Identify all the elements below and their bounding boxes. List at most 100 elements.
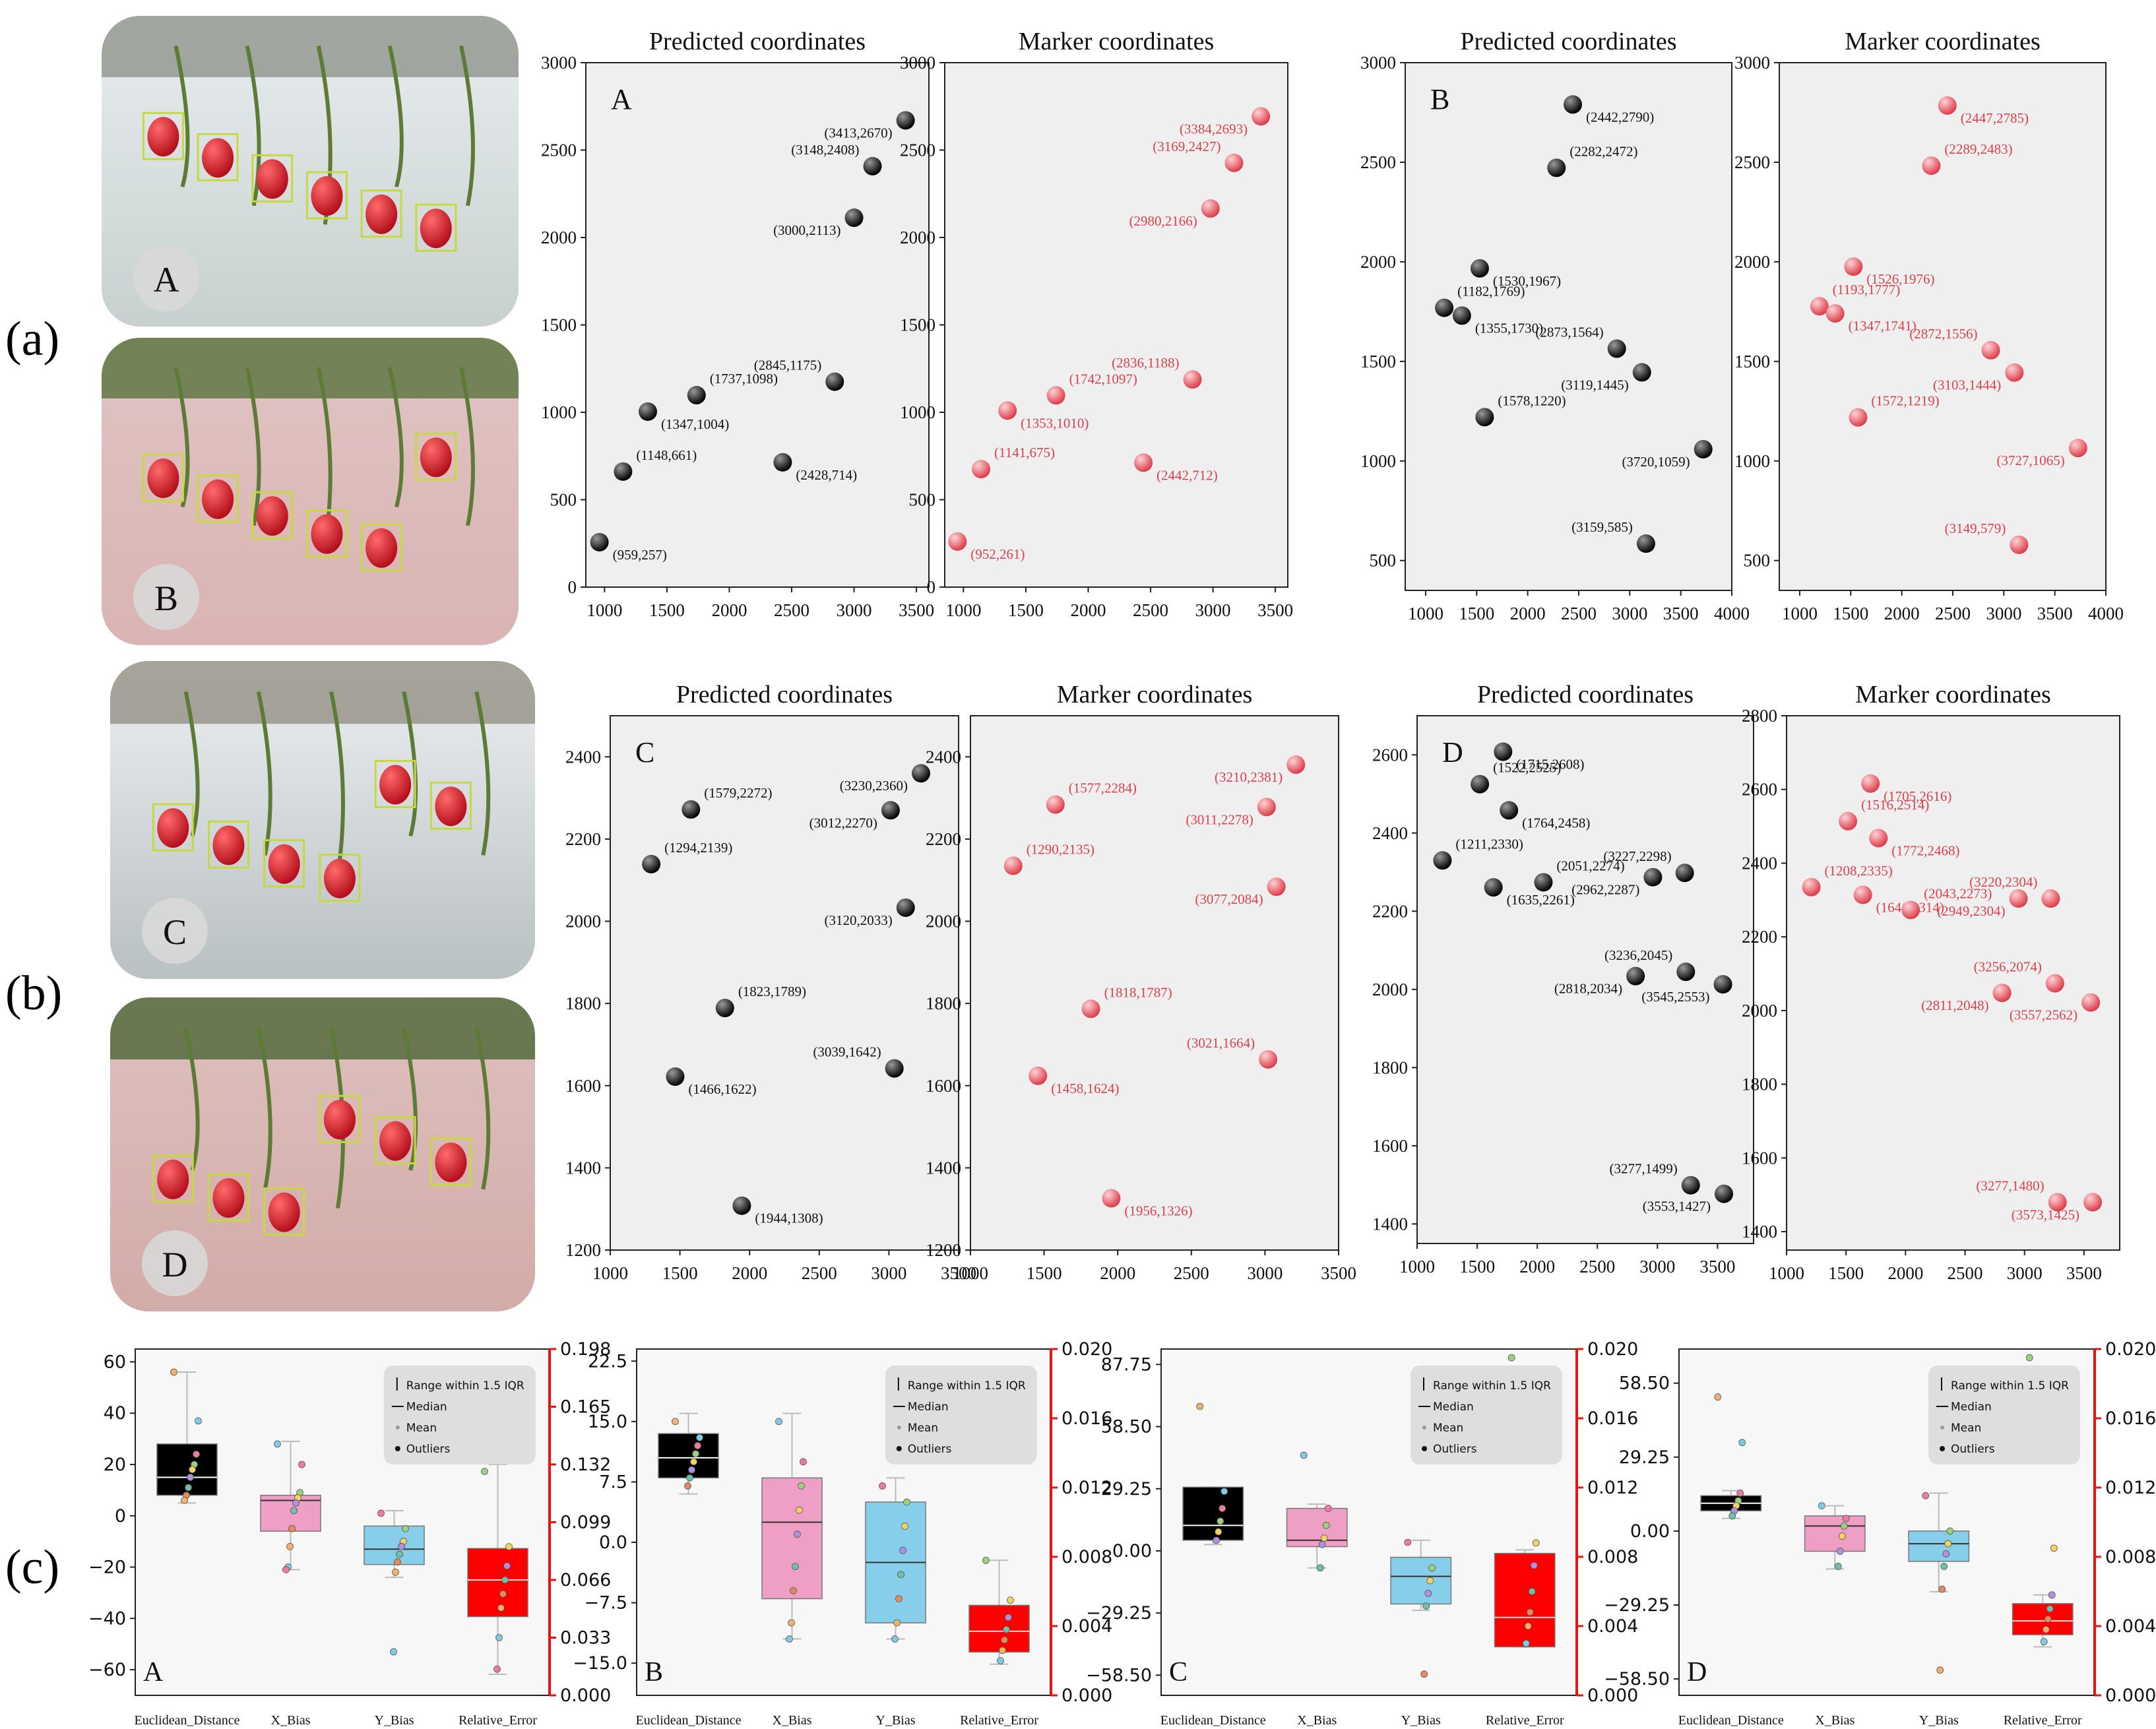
data-dot xyxy=(1940,1563,1948,1570)
y-tick-label: 1400 xyxy=(565,1158,601,1178)
box xyxy=(1390,1556,1452,1605)
data-dot xyxy=(481,1468,488,1476)
x-tick-label: 2000 xyxy=(711,600,747,620)
plot-area xyxy=(610,715,959,1251)
data-dot xyxy=(1217,1517,1224,1525)
data-point xyxy=(1435,298,1454,317)
data-dot xyxy=(1530,1561,1538,1569)
photo-c: C xyxy=(108,658,538,982)
box-chart-3: 87.75 58.50 29.25 0.00 −29.25 −58.50 0.020 0.01… xyxy=(1086,1339,1638,1728)
x-tick-label: 3500 xyxy=(2037,604,2073,623)
data-dot xyxy=(1834,1563,1842,1570)
category-label: Euclidean_Distance xyxy=(135,1713,240,1728)
box xyxy=(1182,1486,1244,1541)
data-dot xyxy=(396,1550,403,1558)
data-point xyxy=(1534,873,1553,892)
detection-box xyxy=(197,133,239,181)
left-tick-label: 0.00 xyxy=(1630,1521,1670,1542)
point-label: (3011,2278) xyxy=(1186,811,1253,827)
point-label: (3000,2113) xyxy=(773,222,840,238)
x-tick-label: 1500 xyxy=(1008,600,1044,620)
data-dot xyxy=(1213,1536,1221,1544)
point-label: (3220,2304) xyxy=(1969,874,2037,890)
category-label: Relative_Error xyxy=(2004,1713,2082,1728)
strawberry xyxy=(420,208,452,249)
data-point xyxy=(1029,1066,1048,1085)
data-dot xyxy=(1524,1622,1532,1630)
right-tick-label: 0.016 xyxy=(1062,1408,1112,1429)
data-dot xyxy=(891,1635,899,1643)
point-label: (1182,1769) xyxy=(1457,284,1525,299)
photo-b: B xyxy=(99,335,521,648)
point-label: (1526,1976) xyxy=(1866,271,1934,287)
chart-title: Predicted coordinates xyxy=(649,28,866,55)
data-point xyxy=(682,800,701,819)
legend-mean-icon xyxy=(897,1426,901,1430)
photo-badge xyxy=(133,245,199,311)
y-tick-label: 2000 xyxy=(1372,980,1408,999)
scatter-chart-4: Marker coordinates 1000 1500 2000 2500 3000 35… xyxy=(1734,28,2124,623)
point-label: (1579,2272) xyxy=(704,785,772,801)
data-dot xyxy=(1838,1532,1846,1540)
stem xyxy=(459,45,475,206)
data-dot xyxy=(181,1497,188,1504)
y-tick-label: 2500 xyxy=(1360,152,1396,172)
data-dot xyxy=(686,1474,693,1482)
chart-title: Marker coordinates xyxy=(1019,28,1215,55)
right-tick-label: 0.008 xyxy=(1587,1547,1638,1567)
point-label: (2836,1188) xyxy=(1112,355,1179,371)
stem xyxy=(474,1027,491,1190)
data-point xyxy=(1484,878,1503,897)
y-tick-label: 1800 xyxy=(926,993,961,1013)
strawberry xyxy=(311,176,343,216)
stem xyxy=(402,1027,418,1171)
panel-letter: B xyxy=(1430,83,1449,115)
data-dot xyxy=(788,1619,795,1627)
x-tick-label: 2500 xyxy=(802,1263,837,1283)
point-label: (2811,2048) xyxy=(1921,997,1988,1013)
point-label: (3727,1065) xyxy=(1997,453,2065,468)
data-dot xyxy=(170,1368,177,1376)
detection-box xyxy=(415,203,457,252)
y-tick-label: 2400 xyxy=(1742,853,1777,873)
data-point xyxy=(1825,304,1845,323)
x-tick-label: 1500 xyxy=(1459,604,1494,623)
strawberry xyxy=(323,858,356,898)
photo-letter: C xyxy=(163,912,187,952)
point-label: (1458,1624) xyxy=(1051,1081,1119,1096)
y-tick-label: 2500 xyxy=(541,141,577,160)
left-tick-label: 15.0 xyxy=(588,1412,627,1432)
detection-box xyxy=(251,491,294,540)
chart-title: Marker coordinates xyxy=(1057,681,1253,708)
left-tick-label: −29.25 xyxy=(1604,1595,1670,1616)
data-point xyxy=(1046,795,1065,814)
detection-box xyxy=(263,1187,305,1236)
x-tick-label: 3000 xyxy=(1195,600,1231,620)
category-label: Euclidean_Distance xyxy=(1678,1713,1784,1728)
panel-letter: B xyxy=(645,1657,663,1687)
x-tick-label: 1000 xyxy=(1769,1263,1804,1283)
point-label: (2442,712) xyxy=(1157,467,1218,483)
data-dot xyxy=(1005,1614,1012,1621)
x-tick-label: 2500 xyxy=(1579,1257,1615,1276)
point-label: (1466,1622) xyxy=(688,1081,756,1097)
category-label: Euclidean_Distance xyxy=(636,1713,742,1728)
data-dot xyxy=(1818,1502,1825,1509)
data-point xyxy=(1102,1189,1121,1208)
category-label: Y_Bias xyxy=(375,1713,414,1728)
point-label: (2872,1556) xyxy=(1909,326,1977,342)
point-label: (3210,2381) xyxy=(1215,769,1283,785)
x-tick-label: 3500 xyxy=(941,1263,976,1283)
legend-mean-icon xyxy=(1940,1426,1944,1430)
right-tick-label: 0.020 xyxy=(1587,1339,1638,1360)
strawberry xyxy=(157,1159,189,1199)
point-label: (3413,2670) xyxy=(824,125,892,141)
data-dot xyxy=(794,1530,801,1538)
data-point xyxy=(2045,974,2064,993)
y-tick-label: 2600 xyxy=(1372,745,1408,765)
right-tick-label: 0.004 xyxy=(2105,1616,2156,1637)
panel-letter: C xyxy=(635,736,654,769)
legend-mean-label: Mean xyxy=(908,1422,938,1435)
legend-outlier-icon xyxy=(896,1446,902,1451)
point-label: (2845,1175) xyxy=(754,358,821,373)
